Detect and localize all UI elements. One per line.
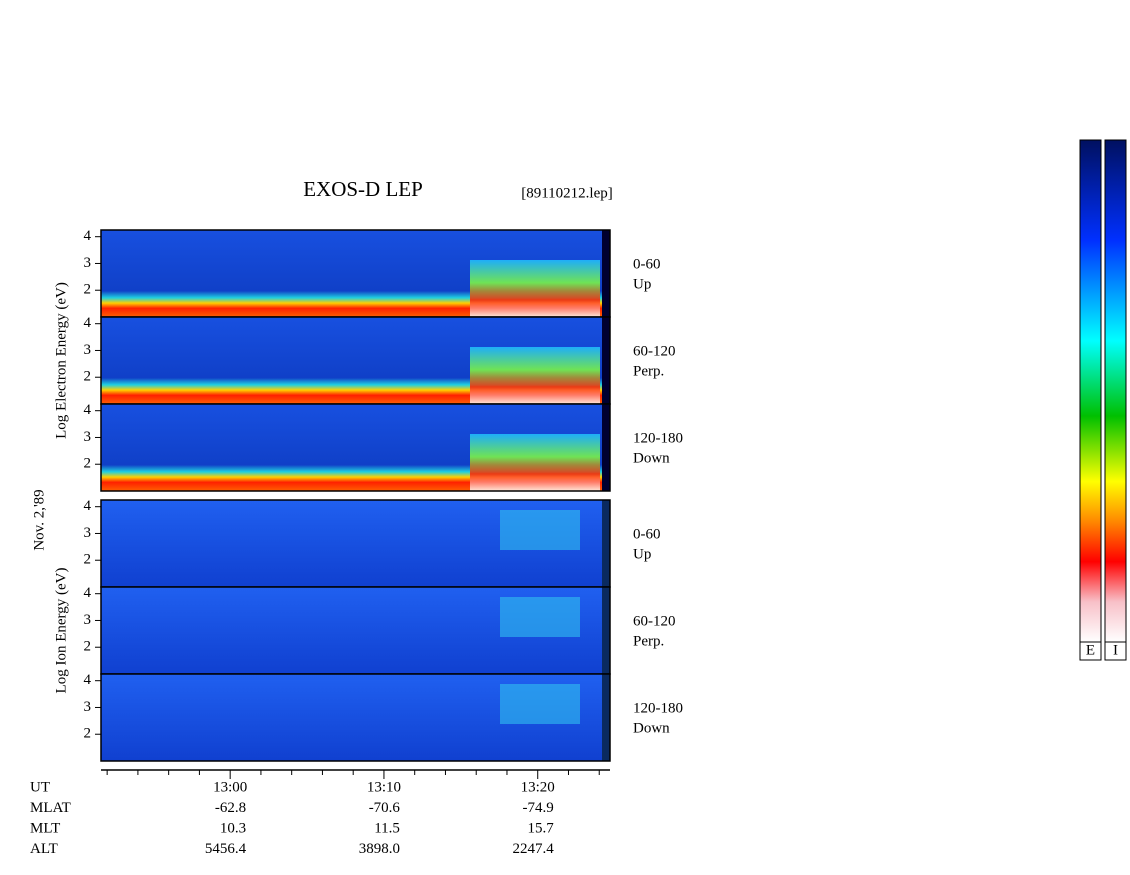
y-tick-label: 3 [84, 699, 92, 715]
ephemeris-name: UT [30, 779, 50, 795]
colorbar [1104, 139, 1127, 643]
edge-strip [602, 230, 610, 317]
edge-strip [602, 674, 610, 761]
x-tick-label: 13:00 [213, 779, 247, 795]
spectrogram-hot [500, 684, 580, 724]
y-tick-label: 2 [84, 726, 92, 742]
panel-label: Down [633, 720, 670, 736]
y-tick-label: 3 [84, 255, 92, 271]
y-tick-label: 4 [84, 498, 92, 514]
ephemeris-value: -74.9 [522, 800, 553, 816]
y-tick-label: 4 [84, 228, 92, 244]
file-name: [89110212.lep] [521, 185, 613, 201]
y-tick-label: 4 [84, 672, 92, 688]
panel-label: 60-120 [633, 343, 676, 359]
panel-label: 120-180 [633, 430, 683, 446]
edge-strip [602, 317, 610, 404]
ephemeris-value: 15.7 [527, 820, 554, 836]
spectrogram-hot [470, 260, 600, 317]
title: EXOS-D LEP [303, 177, 423, 201]
ephemeris-name: MLAT [30, 800, 71, 816]
colorbar-label: I [1113, 642, 1118, 658]
panel-label: 0-60 [633, 256, 661, 272]
y-tick-label: 4 [84, 402, 92, 418]
y-axis-label: Log Ion Energy (eV) [53, 568, 69, 694]
spectrogram-hot [500, 597, 580, 637]
ephemeris-value: 10.3 [220, 820, 246, 836]
ephemeris-value: 3898.0 [359, 841, 400, 857]
panel-label: Up [633, 276, 651, 292]
x-tick-label: 13:10 [367, 779, 401, 795]
ephemeris-name: MLT [30, 820, 60, 836]
edge-strip [602, 587, 610, 674]
ephemeris-value: 2247.4 [512, 841, 554, 857]
panel-label: 60-120 [633, 613, 676, 629]
y-tick-label: 4 [84, 315, 92, 331]
y-tick-label: 3 [84, 612, 92, 628]
colorbar [1079, 139, 1102, 643]
edge-strip [602, 404, 610, 491]
y-tick-label: 2 [84, 369, 92, 385]
date-label: Nov. 2,'89 [31, 489, 47, 550]
panel-label: Perp. [633, 633, 664, 649]
y-tick-label: 3 [84, 525, 92, 541]
y-tick-label: 3 [84, 342, 92, 358]
spectrogram-hot [500, 510, 580, 550]
y-tick-label: 2 [84, 639, 92, 655]
y-tick-label: 3 [84, 429, 92, 445]
edge-strip [602, 500, 610, 587]
ephemeris-value: 5456.4 [205, 841, 247, 857]
x-tick-label: 13:20 [521, 779, 555, 795]
y-tick-label: 2 [84, 282, 92, 298]
panel-label: Perp. [633, 363, 664, 379]
panel-label: Down [633, 450, 670, 466]
y-tick-label: 2 [84, 552, 92, 568]
y-tick-label: 2 [84, 456, 92, 472]
panel-label: Up [633, 546, 651, 562]
y-tick-label: 4 [84, 585, 92, 601]
ephemeris-value: 11.5 [374, 820, 400, 836]
panel-frame [100, 403, 611, 492]
spectrogram-hot [470, 434, 600, 491]
spectrogram-hot [470, 347, 600, 404]
panel-frame [100, 673, 611, 762]
panel-label: 120-180 [633, 700, 683, 716]
colorbar-box [1079, 641, 1102, 661]
colorbar-box [1104, 641, 1127, 661]
panel-label: 0-60 [633, 526, 661, 542]
colorbar-label: E [1086, 642, 1095, 658]
y-axis-label: Log Electron Energy (eV) [53, 282, 69, 439]
ephemeris-name: ALT [30, 841, 58, 857]
ephemeris-value: -62.8 [215, 800, 246, 816]
ephemeris-value: -70.6 [369, 800, 401, 816]
